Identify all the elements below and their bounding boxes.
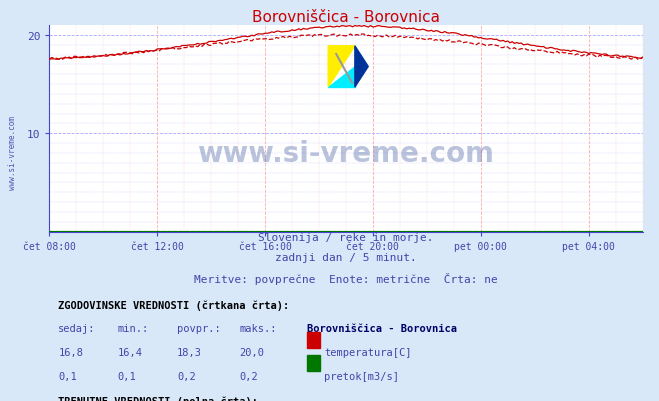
Text: www.si-vreme.com: www.si-vreme.com	[198, 140, 494, 168]
Polygon shape	[328, 67, 355, 88]
Text: 16,4: 16,4	[118, 347, 142, 357]
Text: pretok[m3/s]: pretok[m3/s]	[324, 371, 399, 381]
Text: 18,3: 18,3	[177, 347, 202, 357]
Polygon shape	[328, 47, 355, 88]
Text: Borovniščica - Borovnica: Borovniščica - Borovnica	[308, 323, 457, 333]
Bar	[308, 332, 320, 348]
Text: ZGODOVINSKE VREDNOSTI (črtkana črta):: ZGODOVINSKE VREDNOSTI (črtkana črta):	[59, 300, 289, 310]
Text: 0,2: 0,2	[239, 371, 258, 381]
Title: Borovniščica - Borovnica: Borovniščica - Borovnica	[252, 10, 440, 25]
Text: TRENUTNE VREDNOSTI (polna črta):: TRENUTNE VREDNOSTI (polna črta):	[59, 396, 258, 401]
Text: 16,8: 16,8	[59, 347, 83, 357]
Text: www.si-vreme.com: www.si-vreme.com	[8, 115, 17, 189]
Text: povpr.:: povpr.:	[177, 323, 221, 333]
Text: 0,2: 0,2	[177, 371, 196, 381]
Text: 20,0: 20,0	[239, 347, 264, 357]
Text: temperatura[C]: temperatura[C]	[324, 347, 411, 357]
Text: maks.:: maks.:	[239, 323, 277, 333]
Polygon shape	[355, 47, 368, 88]
Text: zadnji dan / 5 minut.: zadnji dan / 5 minut.	[275, 252, 417, 262]
Text: Slovenija / reke in morje.: Slovenija / reke in morje.	[258, 232, 434, 242]
Text: min.:: min.:	[118, 323, 149, 333]
Bar	[308, 355, 320, 371]
Text: sedaj:: sedaj:	[59, 323, 96, 333]
Text: 0,1: 0,1	[118, 371, 136, 381]
Text: Meritve: povprečne  Enote: metrične  Črta: ne: Meritve: povprečne Enote: metrične Črta:…	[194, 273, 498, 285]
Text: 0,1: 0,1	[59, 371, 77, 381]
